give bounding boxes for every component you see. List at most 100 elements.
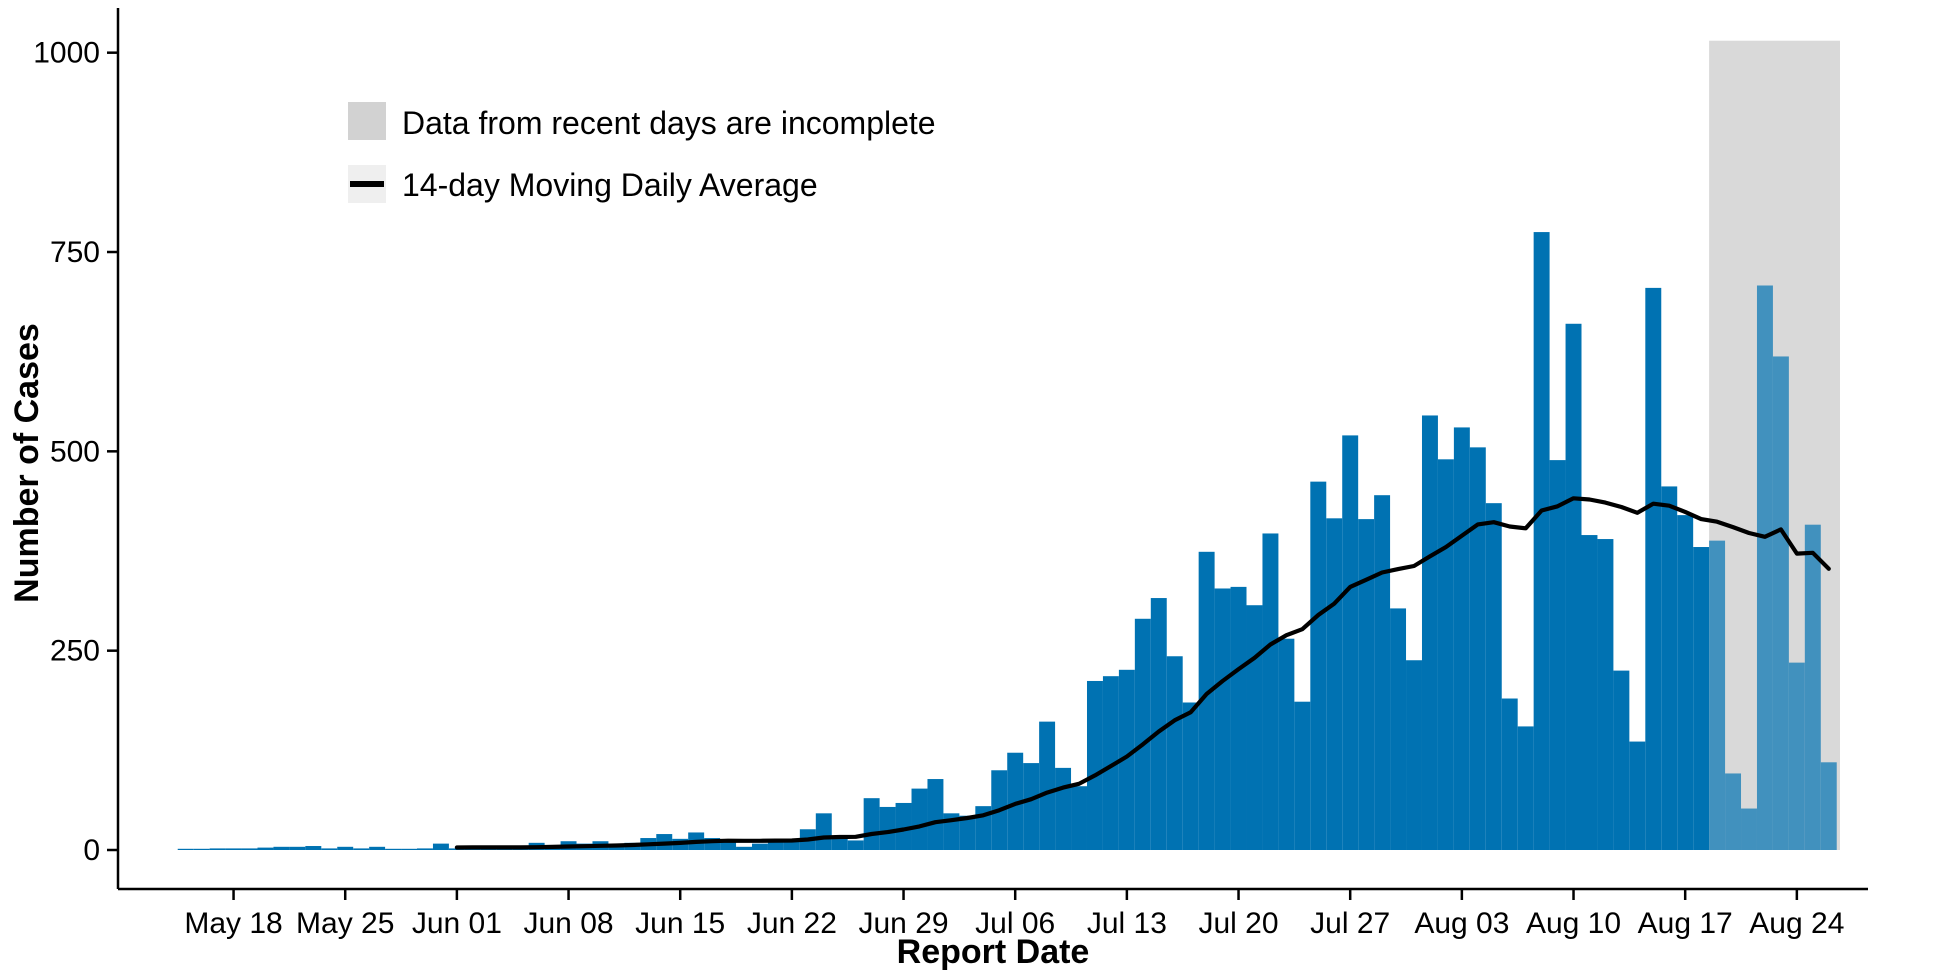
- bar-jul-28: [1358, 519, 1375, 850]
- bar-jul-06: [1007, 752, 1024, 850]
- bar-jun-30: [911, 788, 928, 850]
- bar-jul-13: [1118, 669, 1135, 850]
- x-tick-label-may-18: May 18: [184, 907, 282, 940]
- bar-jun-26: [847, 840, 864, 850]
- y-tick-label-1000: 1000: [33, 37, 100, 70]
- bar-may-24: [321, 848, 338, 850]
- bar-aug-12: [1597, 539, 1614, 850]
- bar-jun-28: [879, 806, 896, 850]
- bar-jul-01: [927, 779, 944, 850]
- legend-gray-swatch-icon: [348, 102, 386, 140]
- bar-aug-07: [1517, 726, 1534, 850]
- x-tick-label-aug-03: Aug 03: [1414, 907, 1509, 940]
- bar-aug-20: [1725, 773, 1742, 850]
- x-axis-ticks: May 18 May 25 Jun 01 Jun 08 Jun 15 Jun 22 Jun …: [184, 889, 1844, 940]
- bar-jun-25: [831, 838, 848, 850]
- bar-may-31: [432, 843, 449, 850]
- y-axis-title: Number of Cases: [8, 323, 46, 603]
- y-tick-label-750: 750: [50, 236, 100, 269]
- bar-may-27: [369, 846, 386, 850]
- bar-jun-29: [895, 802, 912, 850]
- bar-jul-07: [1023, 763, 1040, 850]
- bar-jun-17: [704, 838, 721, 850]
- moving-average-polyline: [454, 496, 1831, 850]
- bar-may-28: [385, 848, 402, 850]
- bar-may-22: [289, 846, 306, 850]
- bar-jun-21: [767, 842, 784, 850]
- bar-aug-11: [1581, 535, 1598, 850]
- bar-jul-08: [1039, 721, 1056, 850]
- bar-jul-18: [1198, 551, 1215, 850]
- bar-aug-17: [1677, 515, 1694, 850]
- bar-aug-10: [1565, 323, 1582, 850]
- bar-jul-12: [1102, 676, 1119, 850]
- daily-case-bars: [177, 232, 1837, 850]
- bar-jul-03: [959, 815, 976, 850]
- x-tick-label-aug-17: Aug 17: [1638, 907, 1733, 940]
- bar-jul-20: [1230, 586, 1247, 850]
- bar-may-18: [225, 848, 242, 850]
- bar-may-23: [305, 846, 322, 850]
- x-tick-label-aug-10: Aug 10: [1526, 907, 1621, 940]
- bar-jul-15: [1150, 598, 1167, 850]
- bar-aug-03: [1453, 427, 1470, 850]
- legend: Data from recent days are incomplete 14-…: [348, 102, 936, 203]
- x-tick-label-jul-20: Jul 20: [1199, 907, 1279, 940]
- bar-may-30: [417, 848, 433, 850]
- x-tick-label-jun-29: Jun 29: [859, 907, 949, 940]
- bar-jun-19: [736, 846, 752, 850]
- bar-jul-26: [1326, 518, 1343, 850]
- bar-may-25: [337, 846, 354, 850]
- bar-aug-08: [1533, 232, 1550, 850]
- legend-label-moving-average: 14-day Moving Daily Average: [402, 167, 818, 203]
- bar-jul-11: [1086, 680, 1103, 850]
- bar-aug-05: [1485, 503, 1502, 850]
- x-tick-label-jul-13: Jul 13: [1087, 907, 1167, 940]
- bar-jul-17: [1182, 702, 1199, 850]
- bar-aug-13: [1613, 670, 1630, 850]
- x-tick-label-jun-08: Jun 08: [524, 907, 614, 940]
- bar-jul-10: [1071, 786, 1087, 850]
- bar-jul-22: [1262, 533, 1279, 850]
- bar-jul-29: [1374, 495, 1391, 850]
- bar-aug-21: [1741, 808, 1757, 850]
- bar-aug-18: [1693, 547, 1710, 850]
- bar-aug-22: [1756, 285, 1773, 850]
- y-tick-label-0: 0: [83, 834, 100, 867]
- bar-may-19: [241, 848, 258, 850]
- bar-aug-09: [1549, 460, 1566, 850]
- bar-may-26: [353, 848, 370, 850]
- bar-jul-21: [1246, 605, 1263, 850]
- bar-jul-31: [1406, 660, 1422, 850]
- bar-aug-26: [1820, 762, 1837, 850]
- bar-jul-27: [1342, 435, 1359, 850]
- bar-jul-19: [1214, 588, 1231, 850]
- bar-aug-24: [1788, 662, 1805, 850]
- bar-aug-14: [1629, 741, 1646, 850]
- bar-jul-24: [1294, 701, 1311, 850]
- bar-aug-15: [1645, 287, 1662, 850]
- bar-jun-20: [751, 843, 768, 850]
- x-tick-label-jul-27: Jul 27: [1310, 907, 1390, 940]
- x-tick-label-jun-01: Jun 01: [412, 907, 502, 940]
- bar-may-20: [257, 847, 274, 850]
- axes: [116, 8, 1868, 891]
- bar-aug-19: [1709, 540, 1726, 850]
- bar-jul-25: [1310, 481, 1327, 850]
- y-tick-label-250: 250: [50, 635, 100, 668]
- x-tick-label-aug-24: Aug 24: [1749, 907, 1844, 940]
- x-tick-label-jun-22: Jun 22: [747, 907, 837, 940]
- bar-jun-22: [783, 840, 800, 850]
- bar-may-29: [401, 848, 418, 850]
- legend-label-incomplete: Data from recent days are incomplete: [402, 105, 936, 141]
- bar-may-15: [177, 848, 194, 850]
- bar-aug-06: [1501, 698, 1518, 850]
- bar-jun-18: [720, 840, 737, 850]
- x-tick-label-may-25: May 25: [296, 907, 394, 940]
- bar-aug-04: [1469, 447, 1486, 850]
- bar-jun-27: [863, 798, 880, 850]
- bar-jul-16: [1166, 656, 1183, 850]
- bar-jul-09: [1055, 767, 1072, 850]
- x-axis-title: Report Date: [897, 933, 1090, 971]
